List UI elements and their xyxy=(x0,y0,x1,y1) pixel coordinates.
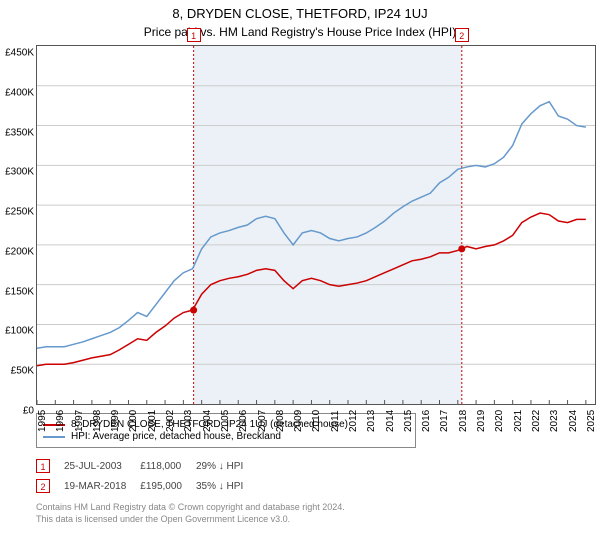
attribution-line: This data is licensed under the Open Gov… xyxy=(36,514,600,526)
y-axis-label: £450K xyxy=(5,48,34,59)
x-axis-label: 1995 xyxy=(37,410,48,432)
x-axis-label: 2020 xyxy=(494,410,505,432)
y-axis-label: £350K xyxy=(5,127,34,138)
x-axis-label: 1996 xyxy=(55,410,66,432)
table-row: 2 19-MAR-2018 £195,000 35% ↓ HPI xyxy=(36,476,257,496)
x-axis-label: 2024 xyxy=(568,410,579,432)
x-axis-label: 2003 xyxy=(183,410,194,432)
attribution-line: Contains HM Land Registry data © Crown c… xyxy=(36,502,600,514)
y-axis-label: £400K xyxy=(5,87,34,98)
page-subtitle: Price paid vs. HM Land Registry's House … xyxy=(0,21,600,45)
sale-delta: 29% ↓ HPI xyxy=(196,456,257,476)
sale-date: 19-MAR-2018 xyxy=(64,476,140,496)
y-axis-label: £100K xyxy=(5,326,34,337)
x-axis-label: 2023 xyxy=(549,410,560,432)
y-axis-label: £200K xyxy=(5,246,34,257)
table-row: 1 25-JUL-2003 £118,000 29% ↓ HPI xyxy=(36,456,257,476)
x-axis-label: 2009 xyxy=(293,410,304,432)
sale-date: 25-JUL-2003 xyxy=(64,456,140,476)
legend-label: HPI: Average price, detached house, Brec… xyxy=(71,431,281,442)
x-axis-label: 2010 xyxy=(311,410,322,432)
x-axis-label: 2014 xyxy=(385,410,396,432)
chart-svg xyxy=(37,46,595,404)
marker-icon: 2 xyxy=(36,479,50,493)
x-axis-label: 1997 xyxy=(74,410,85,432)
y-axis-label: £300K xyxy=(5,167,34,178)
x-axis-label: 2013 xyxy=(366,410,377,432)
x-axis-label: 2002 xyxy=(165,410,176,432)
x-axis-label: 2017 xyxy=(439,410,450,432)
legend-item-hpi: HPI: Average price, detached house, Brec… xyxy=(43,431,409,442)
x-axis-label: 2004 xyxy=(202,410,213,432)
x-axis-label: 2008 xyxy=(275,410,286,432)
x-axis-label: 1998 xyxy=(92,410,103,432)
chart-marker-icon: 1 xyxy=(187,28,201,42)
x-axis-label: 2007 xyxy=(257,410,268,432)
x-axis-label: 2000 xyxy=(128,410,139,432)
y-axis-label: £150K xyxy=(5,286,34,297)
sale-delta: 35% ↓ HPI xyxy=(196,476,257,496)
page-title: 8, DRYDEN CLOSE, THETFORD, IP24 1UJ xyxy=(0,0,600,21)
x-axis-label: 2011 xyxy=(330,410,341,432)
sale-price: £118,000 xyxy=(140,456,196,476)
legend-line-icon xyxy=(43,436,65,438)
x-axis-label: 2019 xyxy=(476,410,487,432)
x-axis-label: 1999 xyxy=(110,410,121,432)
x-axis-label: 2018 xyxy=(458,410,469,432)
x-axis-label: 2012 xyxy=(348,410,359,432)
sales-table: 1 25-JUL-2003 £118,000 29% ↓ HPI 2 19-MA… xyxy=(36,456,257,496)
x-axis-label: 2025 xyxy=(586,410,597,432)
y-axis-label: £50K xyxy=(11,366,34,377)
x-axis-label: 2022 xyxy=(531,410,542,432)
chart-marker-icon: 2 xyxy=(455,28,469,42)
x-axis-label: 2015 xyxy=(403,410,414,432)
price-chart: 12 1995199619971998199920002001200220032… xyxy=(36,45,596,405)
marker-icon: 1 xyxy=(36,459,50,473)
y-axis-label: £250K xyxy=(5,207,34,218)
x-axis-label: 2005 xyxy=(220,410,231,432)
attribution: Contains HM Land Registry data © Crown c… xyxy=(36,502,600,525)
x-axis-label: 2016 xyxy=(421,410,432,432)
x-axis-label: 2006 xyxy=(238,410,249,432)
x-axis-label: 2001 xyxy=(147,410,158,432)
sale-price: £195,000 xyxy=(140,476,196,496)
x-axis-label: 2021 xyxy=(513,410,524,432)
y-axis-label: £0 xyxy=(23,406,34,417)
